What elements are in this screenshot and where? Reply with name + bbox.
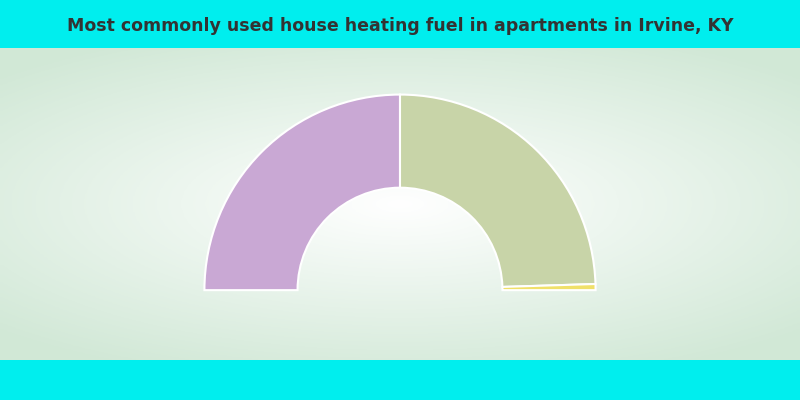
Wedge shape [205,94,400,290]
Wedge shape [502,284,595,290]
Wedge shape [400,94,595,287]
Text: Most commonly used house heating fuel in apartments in Irvine, KY: Most commonly used house heating fuel in… [66,17,734,35]
